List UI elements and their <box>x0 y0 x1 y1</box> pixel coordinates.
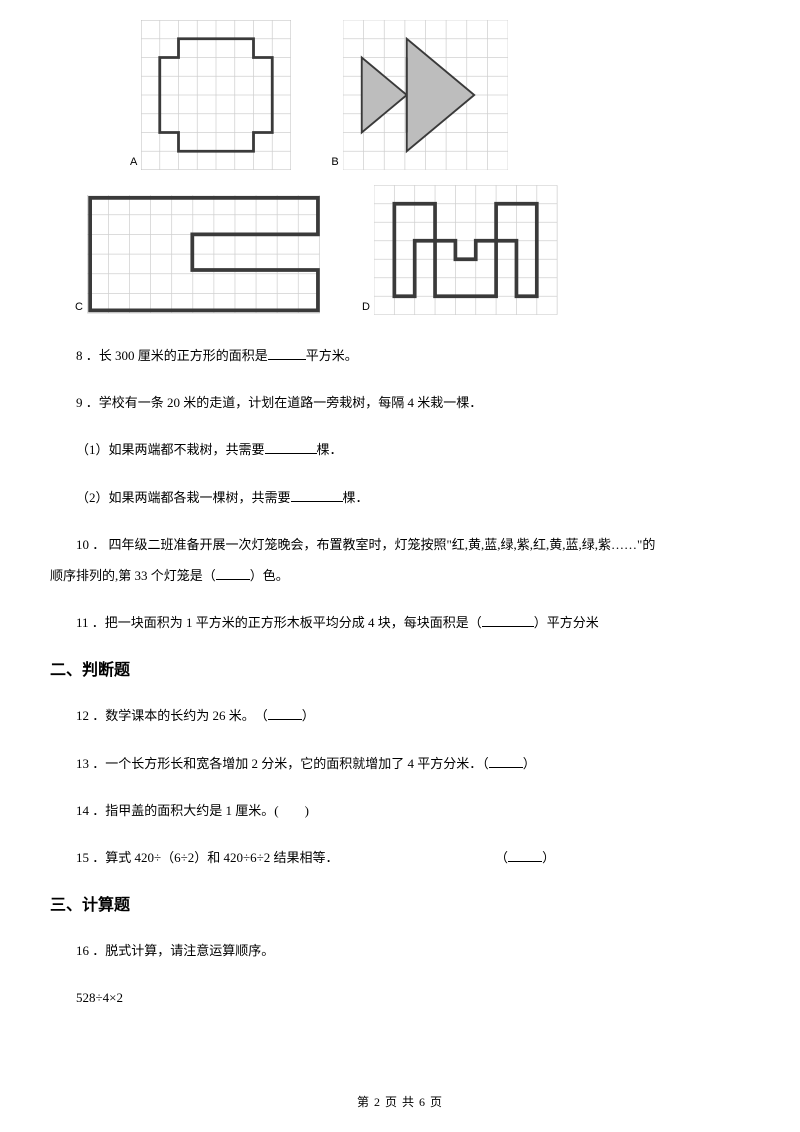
question-16-expr: 528÷4×2 <box>50 982 750 1013</box>
q13-suffix: ） <box>523 756 536 771</box>
question-9-2: （2）如果两端都各栽一棵树，共需要 棵． <box>50 482 750 513</box>
q10-blank <box>216 567 250 580</box>
section-3-heading: 三、计算题 <box>50 891 750 915</box>
figure-d-svg <box>374 185 559 315</box>
question-10: 10 ． 四年级二班准备开展一次灯笼晚会，布置教室时，灯笼按照"红,黄,蓝,绿,… <box>50 529 750 591</box>
q8-suffix: 平方米。 <box>306 348 358 363</box>
figure-d-label: D <box>362 301 370 313</box>
page-footer: 第 2 页 共 6 页 <box>0 1093 800 1110</box>
q13-blank <box>489 755 523 768</box>
q9-text: 9 ．学校有一条 20 米的走道，计划在道路一旁栽树，每隔 4 米栽一棵． <box>76 395 482 410</box>
question-15: 15 ．算式 420÷（6÷2）和 420÷6÷2 结果相等． （ ） <box>50 842 750 873</box>
q11-blank <box>482 614 534 627</box>
figure-b-label: B <box>331 156 338 168</box>
question-9-1: （1）如果两端都不栽树，共需要 棵． <box>50 434 750 465</box>
figure-c-label: C <box>75 301 83 313</box>
q16-text: 16 ．脱式计算，请注意运算顺序。 <box>76 943 274 958</box>
question-8: 8 ．长 300 厘米的正方形的面积是 平方米。 <box>50 340 750 371</box>
figures-row-2: C D <box>75 185 750 315</box>
q15-blank <box>508 849 542 862</box>
figure-c-svg <box>87 195 322 315</box>
q12-blank <box>268 707 302 720</box>
q11-suffix: ）平方分米 <box>534 615 599 630</box>
question-16: 16 ．脱式计算，请注意运算顺序。 <box>50 935 750 966</box>
q15-text-b: （ <box>495 850 508 865</box>
q15-suffix: ） <box>542 850 555 865</box>
q12-text: 12 ．数学课本的长约为 26 米。 （ <box>76 708 268 723</box>
q9-1-blank <box>265 441 317 454</box>
q10-text-a: 10 ． 四年级二班准备开展一次灯笼晚会，布置教室时，灯笼按照"红,黄,蓝,绿,… <box>76 537 655 552</box>
figures-row-1: A B <box>130 20 750 170</box>
q8-blank <box>268 347 306 360</box>
q10-text-b: 顺序排列的,第 33 个灯笼是（ <box>50 568 216 583</box>
question-9: 9 ．学校有一条 20 米的走道，计划在道路一旁栽树，每隔 4 米栽一棵． <box>50 387 750 418</box>
section-2-heading: 二、判断题 <box>50 656 750 680</box>
q15-text-a: 15 ．算式 420÷（6÷2）和 420÷6÷2 结果相等． <box>76 850 339 865</box>
q9-2-blank <box>291 489 343 502</box>
question-11: 11 ．把一块面积为 1 平方米的正方形木板平均分成 4 块，每块面积是（ ）平方… <box>50 607 750 638</box>
figure-b-svg <box>343 20 508 170</box>
q9-2-prefix: （2）如果两端都各栽一棵树，共需要 <box>76 490 291 505</box>
q13-text: 13 ．一个长方形长和宽各增加 2 分米，它的面积就增加了 4 平方分米．（ <box>76 756 489 771</box>
question-12: 12 ．数学课本的长约为 26 米。 （ ） <box>50 700 750 731</box>
question-13: 13 ．一个长方形长和宽各增加 2 分米，它的面积就增加了 4 平方分米．（ ） <box>50 748 750 779</box>
q9-1-prefix: （1）如果两端都不栽树，共需要 <box>76 442 265 457</box>
question-14: 14 ．指甲盖的面积大约是 1 厘米。( ) <box>50 795 750 826</box>
q16-line1: 528÷4×2 <box>76 990 123 1005</box>
q8-text: 8 ．长 300 厘米的正方形的面积是 <box>76 348 268 363</box>
figure-a-svg <box>141 20 291 170</box>
q9-1-suffix: 棵． <box>317 442 343 457</box>
q10-suffix: ）色。 <box>250 568 289 583</box>
q11-prefix: 11 ．把一块面积为 1 平方米的正方形木板平均分成 4 块，每块面积是（ <box>76 615 482 630</box>
figure-a-label: A <box>130 156 137 168</box>
q14-text: 14 ．指甲盖的面积大约是 1 厘米。( ) <box>76 803 309 818</box>
q12-suffix: ） <box>302 708 315 723</box>
q9-2-suffix: 棵． <box>343 490 369 505</box>
